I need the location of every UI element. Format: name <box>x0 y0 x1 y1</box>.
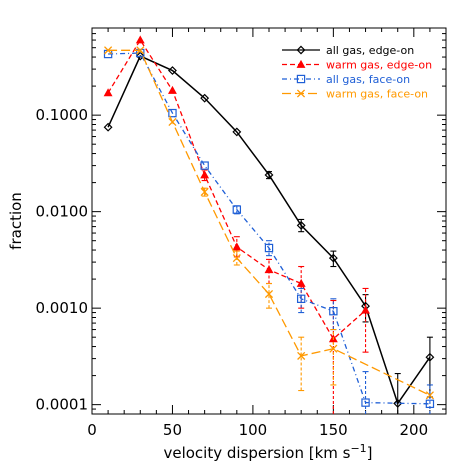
series-line <box>108 49 431 396</box>
cross-stroke <box>168 117 177 127</box>
x-axis-title-end: ] <box>367 444 373 462</box>
data-point <box>200 161 209 170</box>
series-warm-gas-face-on <box>104 46 434 400</box>
data-point <box>361 398 370 407</box>
data-point <box>393 398 403 408</box>
data-point <box>104 46 113 55</box>
data-point <box>200 93 210 103</box>
cross-stroke <box>297 351 306 360</box>
data-point <box>200 170 210 179</box>
series-all-gas-edge-on <box>103 51 435 414</box>
data-point <box>232 205 242 214</box>
data-point <box>232 242 242 251</box>
data-point <box>168 108 177 118</box>
series-all-gas-face-on <box>103 48 435 414</box>
x-tick-label: 50 <box>163 421 182 439</box>
axes-ticks <box>91 27 447 415</box>
data-point <box>200 187 209 197</box>
data-point <box>361 305 370 314</box>
y-tick-label: 0.0010 <box>36 299 89 317</box>
y-axis-title: fraction <box>7 192 25 250</box>
data-point <box>135 51 145 61</box>
legend-marker <box>296 45 306 55</box>
data-point <box>168 66 177 75</box>
data-point <box>297 351 306 360</box>
y-tick-label: 0.1000 <box>36 106 89 124</box>
x-tick-label: 150 <box>319 421 348 439</box>
data-point <box>264 289 274 299</box>
series-line <box>107 55 431 406</box>
cross-stroke <box>136 46 145 55</box>
cross-stroke <box>200 187 209 197</box>
cross-stroke <box>296 89 306 98</box>
data-point <box>264 243 274 253</box>
data-point <box>328 253 338 263</box>
data-point <box>168 117 177 127</box>
data-point <box>296 294 306 303</box>
data-point <box>103 88 113 97</box>
series-line <box>108 52 430 405</box>
data-point <box>264 170 274 180</box>
legend-label: warm gas, edge-on <box>326 59 432 72</box>
cross-stroke <box>232 254 241 263</box>
x-tick-label: 0 <box>87 421 97 439</box>
x-tick-label: 200 <box>399 421 428 439</box>
data-point <box>232 127 242 137</box>
x-axis-title: velocity dispersion [km s−1] <box>163 442 372 462</box>
y-tick-label: 0.0100 <box>36 203 89 221</box>
cross-stroke <box>425 391 434 400</box>
data-point <box>296 278 306 287</box>
data-point <box>425 399 435 409</box>
data-point <box>232 254 241 263</box>
legend-marker <box>296 59 306 68</box>
x-axis-title-main: velocity dispersion [km s <box>163 444 350 462</box>
legend-marker <box>296 89 306 98</box>
x-tick-label: 100 <box>239 421 268 439</box>
cross-stroke <box>264 289 274 299</box>
legend-label: all gas, edge-on <box>326 44 414 57</box>
data-point <box>264 265 274 274</box>
legend-label: all gas, face-on <box>326 73 410 86</box>
legend-marker <box>296 74 306 84</box>
data-point <box>103 122 113 132</box>
data-point <box>425 391 434 400</box>
data-point <box>425 352 435 362</box>
data-point <box>329 344 338 353</box>
legend-label: warm gas, face-on <box>326 88 428 101</box>
data-point <box>135 35 145 44</box>
data-point <box>168 85 177 94</box>
x-axis-title-sup: −1 <box>350 442 366 455</box>
tick-labels: 0 50 100 150 200 0.0001 0.0010 0.0100 0.1000 <box>36 106 429 439</box>
data-point <box>136 46 145 55</box>
data-point <box>296 220 306 230</box>
y-tick-label: 0.0001 <box>36 396 89 414</box>
data-point <box>329 306 338 316</box>
cross-stroke <box>329 344 338 353</box>
series-layer <box>103 35 435 414</box>
cross-stroke <box>104 46 113 55</box>
